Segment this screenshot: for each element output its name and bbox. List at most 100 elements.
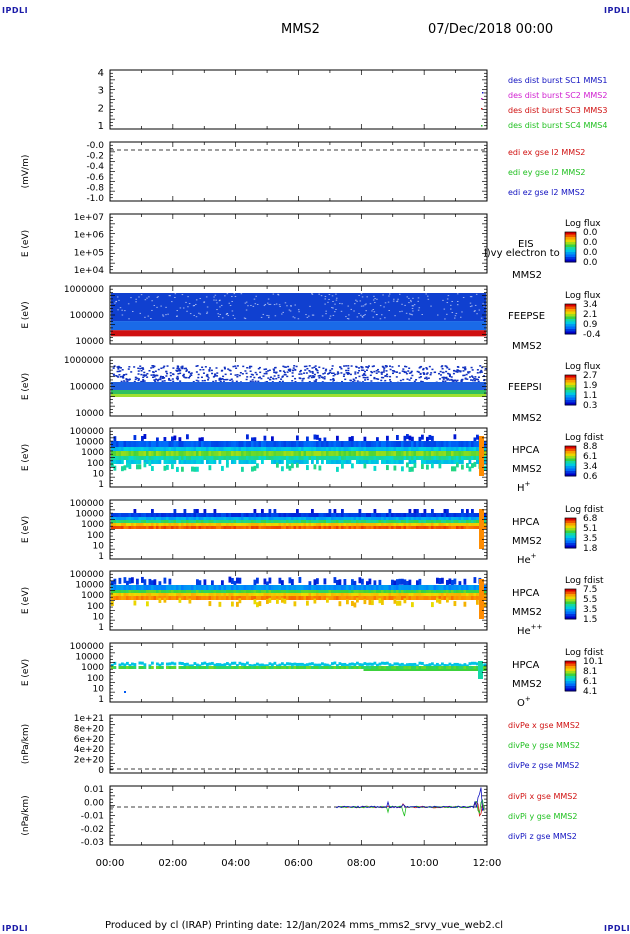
hpca-pixel <box>378 456 382 460</box>
hpca-pixel <box>456 523 459 526</box>
hpca-pixel <box>133 456 137 460</box>
hpca-pixel <box>333 590 337 593</box>
feepsi-speckle <box>128 366 131 368</box>
hpca-pixel <box>331 523 334 526</box>
feepsi-speckle <box>133 366 136 368</box>
hpca-pixel <box>383 585 387 590</box>
hpca-pixel <box>211 520 214 523</box>
hpca-pixel <box>146 590 149 593</box>
hpca-pixel <box>406 517 409 520</box>
feepse-speckle <box>221 317 224 319</box>
hpca-pixel <box>438 585 442 590</box>
hpca-pixel <box>318 520 322 523</box>
hpca-pixel <box>151 465 154 471</box>
hpca-pixel <box>418 456 422 460</box>
hpca-pixel <box>378 523 382 526</box>
feepsi-speckle <box>228 369 231 371</box>
feepsi-speckle <box>189 372 192 375</box>
hpca-pixel <box>436 585 439 590</box>
hpca-pixel <box>123 447 127 451</box>
hpca-pixel <box>141 520 144 523</box>
feepsi-speckle <box>462 370 465 372</box>
hpca-pixel <box>143 441 147 447</box>
hpca-pixel <box>461 526 464 529</box>
feepsi-speckle <box>439 370 442 373</box>
feepsi-speckle <box>212 376 215 378</box>
hpca-pixel <box>431 509 434 513</box>
hpca-pixel <box>461 464 464 470</box>
hpca-pixel <box>441 669 444 671</box>
hpca-pixel <box>296 662 299 666</box>
hpca-pixel <box>371 669 374 671</box>
panel-9-colorbar-tick: 4.1 <box>583 687 597 697</box>
hpca-pixel <box>321 517 324 520</box>
panel-3-ytick-label: 1e+07 <box>74 213 104 223</box>
panel-8-ytick-label: 10 <box>93 612 105 622</box>
panel-11-ylabel: (nPa/km) <box>21 795 31 835</box>
hpca-pixel <box>286 460 289 464</box>
hpca-pixel <box>403 579 407 586</box>
hpca-pixel <box>151 456 154 460</box>
feepse-speckle <box>443 308 446 310</box>
hpca-pixel <box>341 520 344 523</box>
hpca-pixel <box>456 451 459 456</box>
hpca-pixel <box>246 523 249 526</box>
hpca-pixel <box>476 460 479 464</box>
hpca-pixel <box>181 456 184 460</box>
feepsi-speckle <box>125 378 128 380</box>
hpca-pixel <box>123 526 127 529</box>
hpca-pixel <box>246 593 249 596</box>
panel-10-frame <box>109 714 488 774</box>
hpca-pixel <box>141 451 144 456</box>
hpca-pixel <box>453 601 457 607</box>
hpca-pixel <box>168 513 172 517</box>
feepsi-speckle <box>347 367 350 370</box>
hpca-pixel <box>321 520 324 523</box>
feepsi-speckle <box>324 370 327 372</box>
hpca-pixel <box>231 593 234 596</box>
hpca-pixel <box>278 526 282 529</box>
hpca-oplus-spectrogram <box>111 661 487 693</box>
hpca-pixel <box>441 577 444 584</box>
hpca-pixel <box>458 451 462 456</box>
hpca-pixel <box>233 596 237 600</box>
hpca-pixel <box>113 517 117 520</box>
hpca-pixel <box>198 526 202 529</box>
hpca-pixel <box>296 517 299 520</box>
hpca-pixel <box>423 517 427 520</box>
hpca-pixel <box>298 593 302 596</box>
feepsi-speckle <box>318 366 321 369</box>
feepse-speckle <box>220 304 223 306</box>
hpca-pixel <box>406 434 409 440</box>
hpca-pixel <box>296 596 299 600</box>
x-tick-label: 04:00 <box>221 858 250 869</box>
hpca-pixel <box>118 590 122 593</box>
hpca-pixel <box>373 669 377 671</box>
hpca-pixel <box>398 451 402 456</box>
hpca-pixel <box>396 451 399 456</box>
hpca-pixel <box>361 441 364 447</box>
hpca-pixel <box>278 663 282 667</box>
hpca-pixel <box>428 663 432 667</box>
feepsi-speckle <box>322 373 325 375</box>
feepse-speckle <box>139 312 142 314</box>
hpca-pixel <box>121 456 124 460</box>
hpca-pixel <box>461 513 464 517</box>
panel-10-ytick-label: 4e+20 <box>74 745 105 755</box>
feepsi-speckle <box>456 379 459 382</box>
hpca-pixel <box>241 590 244 593</box>
hpca-pixel <box>316 434 319 440</box>
hpca-pixel <box>221 520 224 523</box>
hpca-pixel <box>348 447 352 451</box>
hpca-pixel <box>211 456 214 460</box>
hpca-pixel <box>248 460 252 464</box>
hpca-pixel <box>443 526 447 529</box>
panel-10-legend-entry: divPe z gse MMS2 <box>508 761 579 770</box>
hpca-pixel <box>273 509 277 513</box>
hpca-pixel <box>288 596 292 600</box>
hpca-pixel <box>253 520 257 523</box>
hpca-pixel <box>291 593 294 596</box>
hpca-pixel <box>323 447 327 451</box>
hpca-pixel <box>301 523 304 526</box>
hpca-pixel <box>476 520 479 523</box>
